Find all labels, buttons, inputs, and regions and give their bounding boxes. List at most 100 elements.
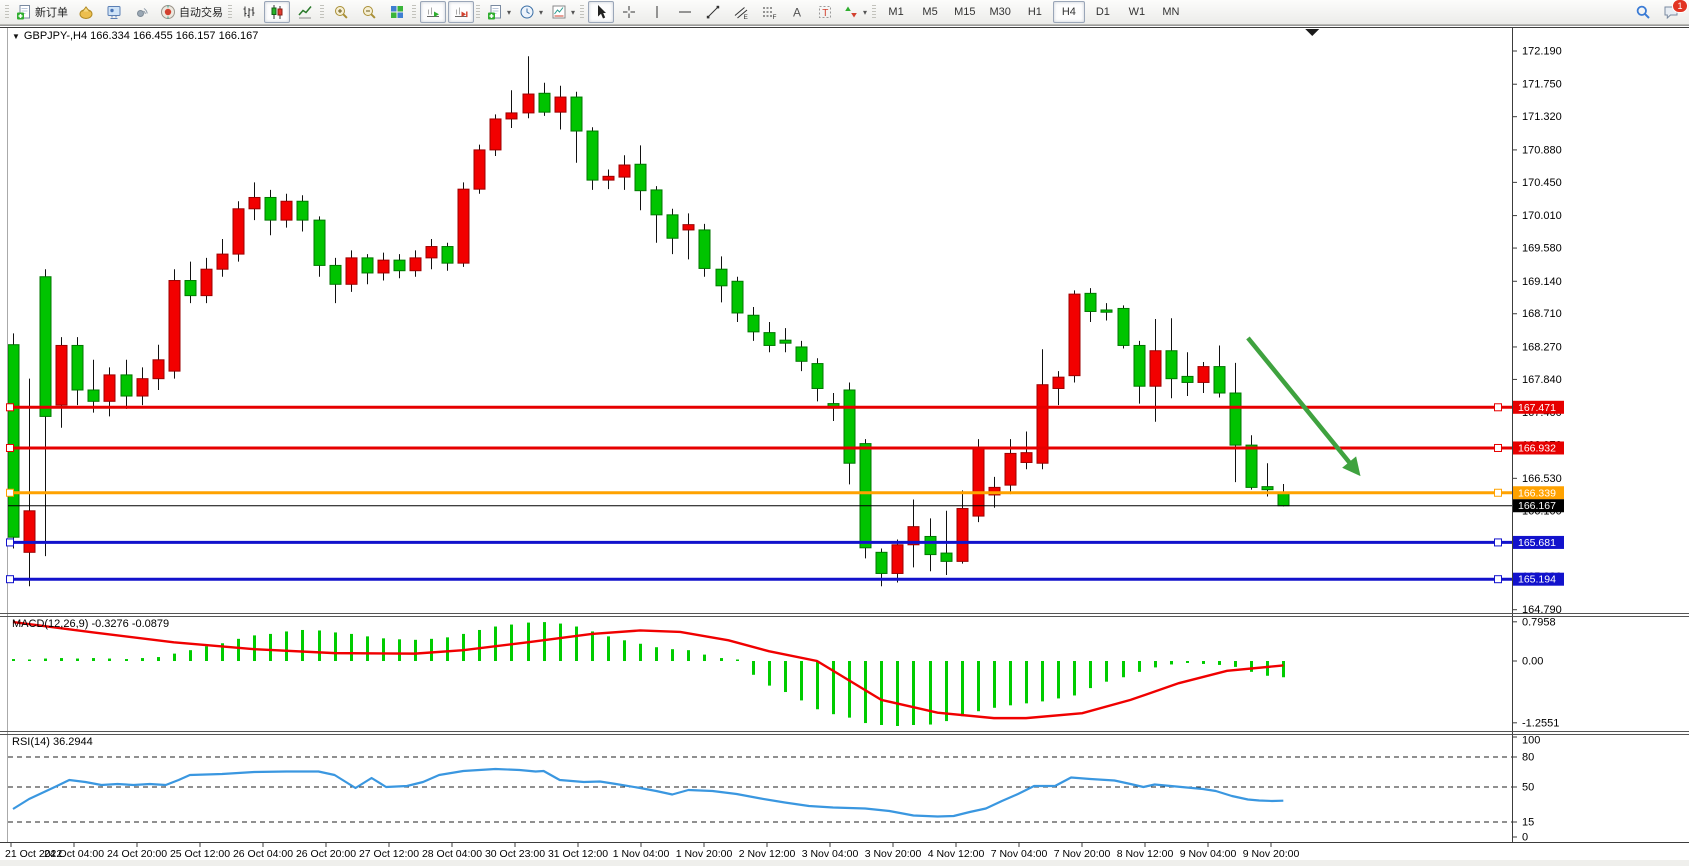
- autoscroll-icon: [427, 7, 439, 18]
- hline-166.932[interactable]: [6, 443, 1513, 452]
- time-tick-label: 26 Oct 20:00: [296, 848, 356, 860]
- text-button[interactable]: A: [784, 1, 810, 23]
- textT-icon: T: [819, 6, 832, 19]
- templates-button[interactable]: ▾: [548, 1, 578, 23]
- candle-18: [296, 200, 309, 221]
- data-window-icon[interactable]: [101, 1, 127, 23]
- candlestick-button[interactable]: [264, 1, 290, 23]
- candle-79: [1277, 492, 1290, 507]
- candle-13: [216, 253, 229, 270]
- timeframe-button-h4[interactable]: H4: [1052, 1, 1085, 23]
- zoom-in-button[interactable]: [328, 1, 354, 23]
- time-tick-label: 28 Oct 04:00: [422, 848, 482, 860]
- candle-56: [907, 526, 920, 546]
- arrows-button[interactable]: ▾: [840, 1, 870, 23]
- macd-tick-label: -1.2551: [1522, 717, 1559, 729]
- chevron-down-icon[interactable]: ▾: [571, 7, 576, 17]
- timeframe-button-m1[interactable]: M1: [888, 6, 904, 18]
- channel-button[interactable]: E: [728, 1, 754, 23]
- timeframe-button-m5[interactable]: M5: [922, 6, 938, 18]
- hline-handle[interactable]: [1494, 488, 1502, 497]
- candle-30: [489, 118, 502, 151]
- timeframe-button-d1[interactable]: D1: [1095, 6, 1110, 18]
- chevron-down-icon[interactable]: ▾: [507, 7, 512, 17]
- chart-shift-button[interactable]: [448, 1, 474, 23]
- zoomin-icon: [335, 6, 348, 19]
- text-label-button[interactable]: T: [812, 1, 838, 23]
- price-tick-label: 169.580: [1522, 243, 1562, 255]
- hline-167.471[interactable]: [6, 403, 1513, 412]
- hline-handle[interactable]: [6, 488, 14, 497]
- search-button[interactable]: [1630, 1, 1656, 23]
- hline-handle[interactable]: [1494, 538, 1502, 547]
- autotrading-button[interactable]: 自动交易: [157, 1, 226, 23]
- price-tick-label: 169.140: [1522, 276, 1562, 288]
- toolbar-group-zoom: [327, 0, 411, 24]
- candle-65: [1052, 376, 1065, 389]
- hline-handle[interactable]: [6, 403, 14, 412]
- time-tick-label: 21 Oct 2022: [5, 848, 62, 860]
- time-tick-label: 7 Nov 20:00: [1054, 848, 1111, 860]
- candle-57: [924, 535, 937, 556]
- cursor-button[interactable]: [588, 1, 615, 23]
- market-watch-icon[interactable]: [73, 1, 99, 23]
- time-tick-label: 26 Oct 04:00: [233, 848, 293, 860]
- toolbar-group-grip: [872, 4, 877, 20]
- timeframe-button-m15[interactable]: M15: [954, 6, 976, 18]
- bars-icon: [243, 6, 255, 18]
- fibonacci-button[interactable]: F: [756, 1, 782, 23]
- candle-74: [1197, 366, 1210, 383]
- tiles-icon: [391, 6, 403, 18]
- timeframe-button-h1[interactable]: H1: [1027, 6, 1042, 18]
- trend-arrow[interactable]: [1246, 336, 1361, 477]
- candle-36: [586, 130, 599, 181]
- hline-handle[interactable]: [1494, 403, 1502, 412]
- new-order-button[interactable]: 新订单: [13, 1, 71, 23]
- candle-71: [1149, 350, 1162, 387]
- hline-handle[interactable]: [6, 575, 14, 584]
- candle-69: [1117, 307, 1130, 346]
- hline-handle[interactable]: [1494, 443, 1502, 452]
- candle-54: [875, 551, 888, 574]
- chevron-down-icon[interactable]: ▾: [863, 7, 868, 17]
- zoom-out-button[interactable]: [356, 1, 382, 23]
- candle-70: [1133, 344, 1146, 387]
- svg-text:165.194: 165.194: [1518, 574, 1556, 586]
- navigator-icon[interactable]: [129, 1, 155, 23]
- trendline-button[interactable]: [700, 1, 726, 23]
- hline-handle[interactable]: [6, 443, 14, 452]
- notifications-button[interactable]: 1: [1658, 0, 1688, 23]
- hline-165.194[interactable]: [6, 575, 1513, 584]
- timeframe-button-w1[interactable]: W1: [1128, 6, 1146, 18]
- symbol-dropdown-icon[interactable]: ▼: [12, 32, 20, 41]
- hline-handle[interactable]: [6, 538, 14, 547]
- candle-19: [313, 219, 326, 266]
- signal-icon: [137, 8, 148, 17]
- auto-scroll-button[interactable]: [420, 1, 446, 23]
- tile-windows-button[interactable]: [384, 1, 410, 23]
- timeframe-button-mn[interactable]: MN: [1162, 6, 1180, 18]
- hline-166.339[interactable]: [6, 488, 1513, 497]
- bar-chart-button[interactable]: [236, 1, 262, 23]
- horizontal-line-button[interactable]: [672, 1, 698, 23]
- timeframe-button-m30[interactable]: M30: [989, 6, 1011, 18]
- hline-handle[interactable]: [1494, 575, 1502, 584]
- chart-shift-marker[interactable]: [1305, 29, 1320, 36]
- line-chart-button[interactable]: [292, 1, 318, 23]
- price-tick-label: 172.190: [1522, 46, 1562, 58]
- crosshair-icon: [623, 6, 636, 18]
- crosshair-button[interactable]: [616, 1, 642, 23]
- chevron-down-icon[interactable]: ▾: [539, 7, 544, 17]
- candle-23: [377, 259, 390, 274]
- candle-27: [441, 246, 454, 264]
- hline-165.681[interactable]: [6, 538, 1513, 547]
- candle-34: [554, 96, 567, 113]
- svg-text:E: E: [744, 14, 749, 20]
- vertical-line-button[interactable]: [644, 1, 670, 23]
- indicators-button[interactable]: ▾: [484, 1, 514, 23]
- candle-61: [988, 486, 1001, 496]
- candle-0: [8, 344, 20, 538]
- periods-button[interactable]: ▾: [516, 1, 546, 23]
- candle-73: [1181, 375, 1194, 383]
